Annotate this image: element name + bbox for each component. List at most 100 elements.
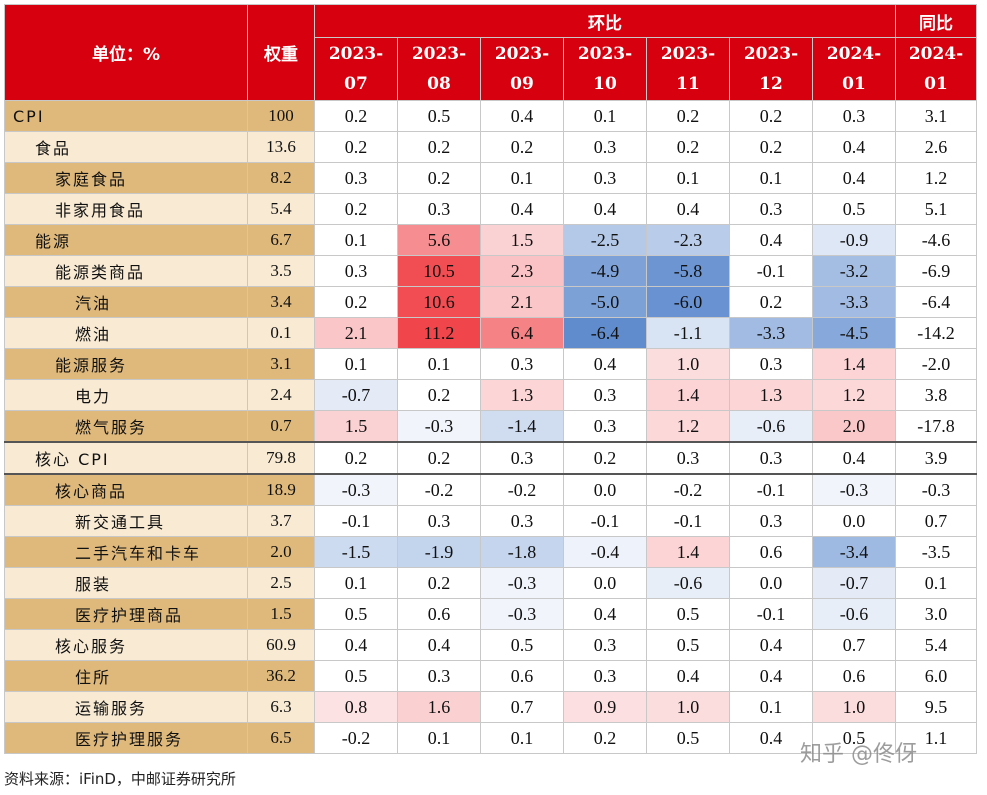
mom-cell: -0.3	[480, 598, 564, 630]
row-label: 能源类商品	[4, 255, 248, 287]
mom-cell: 0.2	[646, 131, 730, 163]
mom-cell: -1.4	[480, 410, 564, 443]
yoy-month-header: 2024- 01	[895, 37, 977, 101]
row-label: 核心商品	[4, 473, 248, 506]
mom-cell: -0.3	[480, 567, 564, 599]
mom-cell: -3.2	[812, 255, 896, 287]
table-row: 家庭食品 8.2 0.3 0.2 0.1 0.3 0.1 0.1 0.4 1.2	[4, 162, 977, 194]
mom-cell: 6.4	[480, 317, 564, 349]
mom-cell: 1.2	[812, 379, 896, 411]
mom-cell: 0.3	[480, 441, 564, 475]
yoy-cell: 6.0	[895, 660, 977, 692]
weight-cell: 3.4	[247, 286, 315, 318]
yoy-cell: 5.4	[895, 629, 977, 661]
weight-cell: 3.7	[247, 505, 315, 537]
mom-cell: 0.3	[729, 193, 813, 225]
yoy-cell: 1.1	[895, 722, 977, 754]
mom-cell: 0.2	[314, 441, 398, 475]
mom-cell: 1.3	[729, 379, 813, 411]
mom-cell: -6.0	[646, 286, 730, 318]
mom-cell: 2.3	[480, 255, 564, 287]
mom-cell: -3.3	[812, 286, 896, 318]
month-header: 2023- 08	[397, 37, 481, 101]
mom-cell: 0.6	[729, 536, 813, 568]
mom-cell: 0.4	[563, 193, 647, 225]
yoy-group-header: 同比	[895, 4, 977, 38]
mom-cell: 0.7	[812, 629, 896, 661]
table-row: CPI 100 0.2 0.5 0.4 0.1 0.2 0.2 0.3 3.1	[4, 100, 977, 132]
mom-cell: 2.1	[480, 286, 564, 318]
mom-cell: -1.8	[480, 536, 564, 568]
yoy-cell: -6.9	[895, 255, 977, 287]
mom-cell: -0.1	[314, 505, 398, 537]
table-row: 核心服务 60.9 0.4 0.4 0.5 0.3 0.5 0.4 0.7 5.4	[4, 629, 977, 661]
mom-cell: 1.0	[646, 691, 730, 723]
weight-cell: 36.2	[247, 660, 315, 692]
row-label: 电力	[4, 379, 248, 411]
row-label: 核心 CPI	[4, 441, 248, 475]
mom-cell: 0.8	[314, 691, 398, 723]
mom-cell: 0.3	[563, 410, 647, 443]
mom-cell: -0.1	[563, 505, 647, 537]
mom-cell: 1.4	[646, 379, 730, 411]
mom-cell: 0.3	[397, 660, 481, 692]
mom-cell: 1.6	[397, 691, 481, 723]
yoy-cell: -14.2	[895, 317, 977, 349]
mom-cell: -0.1	[729, 473, 813, 506]
mom-cell: 1.3	[480, 379, 564, 411]
mom-cell: 0.1	[480, 722, 564, 754]
mom-cell: 0.5	[314, 660, 398, 692]
mom-cell: 0.3	[397, 505, 481, 537]
mom-cell: -0.7	[812, 567, 896, 599]
mom-cell: 10.6	[397, 286, 481, 318]
mom-cell: 0.1	[314, 567, 398, 599]
mom-cell: 0.3	[812, 100, 896, 132]
mom-cell: -1.5	[314, 536, 398, 568]
table-row: 住所 36.2 0.5 0.3 0.6 0.3 0.4 0.4 0.6 6.0	[4, 660, 977, 692]
mom-cell: 0.1	[729, 691, 813, 723]
mom-cell: 0.6	[480, 660, 564, 692]
mom-cell: 0.3	[646, 441, 730, 475]
table-row: 运输服务 6.3 0.8 1.6 0.7 0.9 1.0 0.1 1.0 9.5	[4, 691, 977, 723]
yoy-cell: 0.1	[895, 567, 977, 599]
mom-cell: 0.1	[314, 224, 398, 256]
mom-cell: 1.0	[646, 348, 730, 380]
mom-cell: 0.4	[646, 193, 730, 225]
mom-cell: 0.4	[314, 629, 398, 661]
weight-cell: 100	[247, 100, 315, 132]
table-row: 医疗护理商品 1.5 0.5 0.6 -0.3 0.4 0.5 -0.1 -0.6 3.0	[4, 598, 977, 630]
weight-cell: 1.5	[247, 598, 315, 630]
mom-cell: 2.0	[812, 410, 896, 443]
row-label: 能源服务	[4, 348, 248, 380]
mom-cell: -0.9	[812, 224, 896, 256]
mom-cell: -0.2	[397, 473, 481, 506]
mom-cell: 0.2	[729, 100, 813, 132]
table-row: 服装 2.5 0.1 0.2 -0.3 0.0 -0.6 0.0 -0.7 0.1	[4, 567, 977, 599]
weight-cell: 60.9	[247, 629, 315, 661]
row-label: 服装	[4, 567, 248, 599]
row-label: 二手汽车和卡车	[4, 536, 248, 568]
mom-cell: 0.3	[563, 162, 647, 194]
table-row: 电力 2.4 -0.7 0.2 1.3 0.3 1.4 1.3 1.2 3.8	[4, 379, 977, 411]
yoy-cell: 1.2	[895, 162, 977, 194]
mom-cell: 0.5	[646, 598, 730, 630]
mom-cell: 0.2	[729, 286, 813, 318]
row-label: 非家用食品	[4, 193, 248, 225]
row-label: 燃油	[4, 317, 248, 349]
mom-cell: 0.2	[397, 379, 481, 411]
yoy-cell: 3.1	[895, 100, 977, 132]
mom-cell: -0.6	[729, 410, 813, 443]
yoy-cell: 9.5	[895, 691, 977, 723]
mom-cell: 0.5	[397, 100, 481, 132]
weight-cell: 8.2	[247, 162, 315, 194]
mom-cell: 0.6	[812, 660, 896, 692]
source-note: 资料来源：iFinD，中邮证券研究所	[4, 770, 236, 788]
weight-cell: 79.8	[247, 441, 315, 475]
mom-cell: 0.5	[646, 629, 730, 661]
table-body: CPI 100 0.2 0.5 0.4 0.1 0.2 0.2 0.3 3.1 食品 13.6 0.2 0…	[4, 100, 977, 754]
mom-cell: 2.1	[314, 317, 398, 349]
row-label: 食品	[4, 131, 248, 163]
mom-cell: -0.2	[480, 473, 564, 506]
mom-cell: -0.2	[314, 722, 398, 754]
row-label: 家庭食品	[4, 162, 248, 194]
